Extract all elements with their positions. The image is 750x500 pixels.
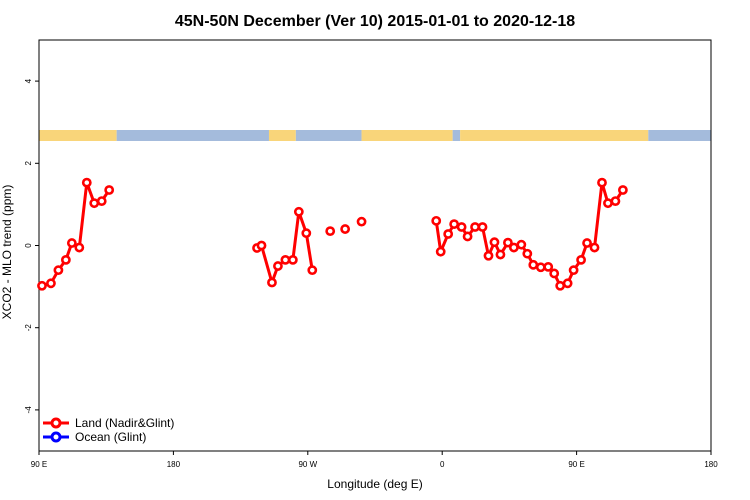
- data-point: [37, 280, 47, 291]
- data-point: [340, 224, 351, 234]
- x-tick-label: 90 E: [568, 460, 584, 469]
- data-point: [431, 215, 442, 226]
- x-tick-label: 90 W: [298, 460, 317, 469]
- x-tick-label: 0: [440, 460, 445, 469]
- legend-land-marker: [50, 417, 62, 429]
- data-point: [435, 246, 446, 257]
- x-tick-label: 180: [167, 460, 181, 469]
- data-point: [535, 262, 546, 273]
- data-point: [489, 237, 500, 248]
- chart-title: 45N-50N December (Ver 10) 2015-01-01 to …: [175, 13, 575, 30]
- band-segment-land: [361, 130, 453, 141]
- series-layer: [37, 177, 628, 291]
- data-point: [543, 261, 554, 272]
- data-point: [89, 198, 100, 209]
- x-tick-label: 180: [704, 460, 718, 469]
- data-point: [60, 254, 71, 265]
- band-segment-ocean: [452, 130, 461, 141]
- legend-ocean-label: Ocean (Glint): [75, 430, 146, 444]
- data-point: [66, 238, 77, 248]
- data-point: [589, 242, 600, 253]
- band-segment-land: [460, 130, 649, 141]
- data-point: [273, 261, 283, 271]
- data-point: [280, 254, 291, 265]
- data-point: [597, 177, 607, 188]
- data-point: [287, 254, 298, 265]
- data-point: [456, 222, 467, 232]
- legend-ocean-marker: [50, 431, 62, 443]
- data-point: [267, 277, 277, 288]
- data-point: [307, 265, 318, 276]
- band-segment-land: [39, 130, 117, 141]
- data-point: [576, 254, 586, 265]
- band-segment-land: [268, 130, 296, 141]
- data-point: [483, 250, 494, 261]
- data-point: [96, 196, 107, 207]
- y-tick-label: 0: [24, 243, 33, 248]
- data-point: [603, 198, 613, 209]
- band-segment-ocean: [295, 130, 362, 141]
- data-point: [449, 219, 460, 230]
- plot-frame: [38, 39, 712, 452]
- y-axis: -4 -2 0 2 4: [24, 78, 39, 413]
- data-point: [470, 222, 480, 232]
- x-axis-label: Longitude (deg E): [327, 477, 422, 491]
- data-point: [443, 229, 454, 239]
- data-point: [356, 216, 367, 227]
- data-point: [81, 177, 92, 188]
- data-point: [74, 242, 85, 253]
- y-tick-label: -2: [24, 324, 33, 332]
- data-point: [516, 239, 527, 250]
- data-point: [549, 268, 560, 279]
- legend: Land (Nadir&Glint) Ocean (Glint): [43, 416, 174, 444]
- x-tick-label: 90 E: [31, 460, 47, 469]
- data-point: [617, 185, 628, 195]
- data-point: [301, 228, 312, 239]
- data-point: [495, 249, 506, 260]
- y-tick-label: 2: [24, 161, 33, 166]
- data-point: [562, 278, 573, 289]
- data-point: [568, 265, 579, 276]
- y-tick-label: -4: [24, 406, 33, 414]
- data-point: [462, 231, 473, 242]
- data-point: [528, 259, 539, 270]
- y-axis-label: XCO2 - MLO trend (ppm): [0, 185, 14, 320]
- data-point: [503, 237, 513, 248]
- legend-item-land: Land (Nadir&Glint): [43, 416, 174, 430]
- legend-item-ocean: Ocean (Glint): [43, 430, 146, 444]
- y-tick-label: 4: [24, 78, 33, 83]
- band-segment-ocean: [116, 130, 269, 141]
- data-point: [53, 265, 64, 276]
- band-segment-ocean: [648, 130, 711, 141]
- x-axis: 90 E 180 90 W 0 90 E 180: [31, 451, 718, 469]
- data-point: [477, 222, 488, 232]
- data-point: [610, 196, 621, 207]
- data-point: [104, 185, 115, 195]
- data-point: [256, 240, 267, 251]
- data-point: [555, 280, 566, 291]
- data-point: [582, 238, 592, 248]
- data-point: [325, 226, 336, 237]
- data-point: [508, 242, 519, 253]
- data-point: [46, 278, 56, 289]
- land-ocean-band: [39, 130, 711, 141]
- legend-land-label: Land (Nadir&Glint): [75, 416, 174, 430]
- data-point: [522, 248, 533, 259]
- data-point: [293, 206, 304, 217]
